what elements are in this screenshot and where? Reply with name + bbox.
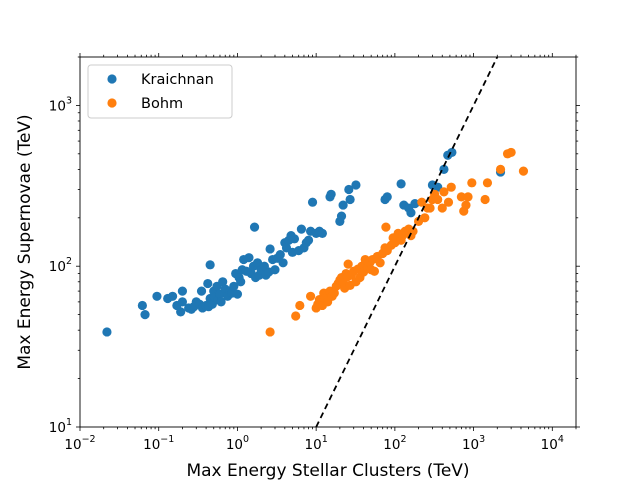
legend-marker-kraichnan bbox=[107, 74, 117, 84]
reference-line bbox=[315, 57, 499, 427]
bohm-point-68 bbox=[463, 192, 473, 202]
kraichnan-point-57 bbox=[275, 250, 285, 260]
kraichnan-point-47 bbox=[252, 258, 263, 268]
kraichnan-point-9 bbox=[177, 286, 188, 296]
kraichnan-point-36 bbox=[232, 289, 243, 299]
bohm-point-72 bbox=[495, 164, 506, 174]
kraichnan-point-80 bbox=[344, 184, 354, 195]
bohm-point-3 bbox=[306, 291, 316, 301]
axes-frame bbox=[79, 56, 577, 428]
bohm-point-74 bbox=[506, 147, 516, 158]
bohm-point-67 bbox=[461, 200, 471, 210]
x-axis-title: Max Energy Stellar Clusters (TeV) bbox=[186, 461, 469, 480]
series-bohm bbox=[265, 147, 529, 337]
kraichnan-point-2 bbox=[140, 310, 150, 320]
x-tick-label-1: 10−1 bbox=[143, 434, 174, 453]
bohm-point-22 bbox=[343, 259, 353, 269]
kraichnan-point-55 bbox=[270, 265, 280, 275]
bohm-point-57 bbox=[425, 203, 435, 213]
reference-line-group bbox=[315, 57, 499, 427]
bohm-point-61 bbox=[437, 203, 447, 213]
data-points bbox=[102, 147, 529, 337]
kraichnan-point-76 bbox=[326, 189, 336, 199]
y-tick-label-0: 101 bbox=[49, 417, 72, 436]
kraichnan-point-21 bbox=[205, 260, 215, 270]
kraichnan-point-8 bbox=[177, 297, 188, 307]
kraichnan-point-15 bbox=[196, 286, 207, 296]
kraichnan-point-29 bbox=[218, 277, 228, 287]
bohm-point-62 bbox=[439, 187, 449, 197]
bohm-point-65 bbox=[456, 192, 466, 202]
axis-labels: Max Energy Stellar Clusters (TeV) Max Ene… bbox=[15, 114, 470, 480]
kraichnan-point-38 bbox=[236, 277, 246, 287]
bohm-point-60 bbox=[433, 194, 443, 205]
kraichnan-point-42 bbox=[244, 253, 254, 263]
kraichnan-point-69 bbox=[303, 235, 314, 245]
bohm-point-64 bbox=[446, 182, 456, 192]
kraichnan-point-45 bbox=[249, 222, 260, 232]
bohm-point-36 bbox=[369, 266, 380, 276]
bohm-point-70 bbox=[480, 194, 490, 205]
y-tick-label-2: 103 bbox=[49, 95, 72, 114]
kraichnan-point-71 bbox=[307, 197, 318, 207]
y-tick-label-1: 102 bbox=[49, 256, 72, 275]
kraichnan-point-88 bbox=[406, 208, 416, 218]
axes: 10−2 10−1 100 101 102 103 104 101 102 103 bbox=[49, 53, 580, 453]
kraichnan-point-18 bbox=[203, 278, 213, 289]
kraichnan-point-79 bbox=[338, 200, 348, 210]
kraichnan-point-3 bbox=[152, 291, 162, 301]
kraichnan-point-81 bbox=[345, 194, 355, 205]
bohm-point-55 bbox=[420, 213, 430, 223]
kraichnan-point-82 bbox=[351, 180, 361, 190]
bohm-point-63 bbox=[443, 197, 454, 207]
bohm-point-69 bbox=[467, 178, 477, 188]
bohm-point-2 bbox=[295, 300, 305, 311]
kraichnan-point-58 bbox=[278, 258, 288, 268]
x-tick-label-2: 100 bbox=[226, 434, 249, 453]
bohm-point-0 bbox=[265, 327, 275, 337]
kraichnan-point-7 bbox=[176, 307, 186, 317]
kraichnan-point-74 bbox=[317, 228, 327, 238]
bohm-point-71 bbox=[482, 178, 493, 188]
kraichnan-point-89 bbox=[410, 199, 420, 209]
kraichnan-point-0 bbox=[102, 327, 112, 337]
x-tick-label-6: 104 bbox=[541, 434, 564, 453]
kraichnan-point-53 bbox=[265, 244, 275, 254]
kraichnan-point-1 bbox=[137, 300, 147, 311]
kraichnan-point-66 bbox=[296, 224, 307, 234]
kraichnan-point-84 bbox=[382, 192, 392, 202]
kraichnan-point-64 bbox=[289, 234, 300, 244]
x-tick-label-3: 101 bbox=[305, 434, 328, 453]
bohm-point-38 bbox=[375, 258, 385, 268]
kraichnan-point-34 bbox=[229, 281, 239, 291]
y-axis-title: Max Energy Supernovae (TeV) bbox=[15, 114, 35, 369]
legend-label-bohm: Bohm bbox=[141, 96, 183, 112]
x-tick-label-4: 102 bbox=[383, 434, 406, 453]
legend-marker-bohm bbox=[107, 98, 117, 108]
kraichnan-point-28 bbox=[216, 297, 226, 307]
bohm-point-54 bbox=[417, 197, 427, 207]
legend-box bbox=[87, 64, 233, 119]
x-tick-label-5: 103 bbox=[462, 434, 485, 453]
legend-label-kraichnan: Kraichnan bbox=[141, 72, 214, 88]
series-kraichnan bbox=[102, 147, 506, 337]
bohm-point-41 bbox=[381, 222, 391, 232]
kraichnan-point-85 bbox=[396, 179, 406, 189]
kraichnan-point-78 bbox=[336, 211, 347, 221]
bohm-point-75 bbox=[518, 166, 529, 176]
kraichnan-point-5 bbox=[167, 291, 178, 301]
bohm-point-1 bbox=[291, 311, 301, 321]
x-tick-label-0: 10−2 bbox=[64, 434, 95, 453]
legend: Kraichnan Bohm bbox=[87, 64, 233, 119]
